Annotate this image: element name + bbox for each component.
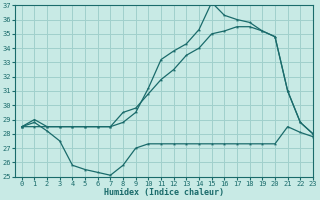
X-axis label: Humidex (Indice chaleur): Humidex (Indice chaleur): [104, 188, 224, 197]
